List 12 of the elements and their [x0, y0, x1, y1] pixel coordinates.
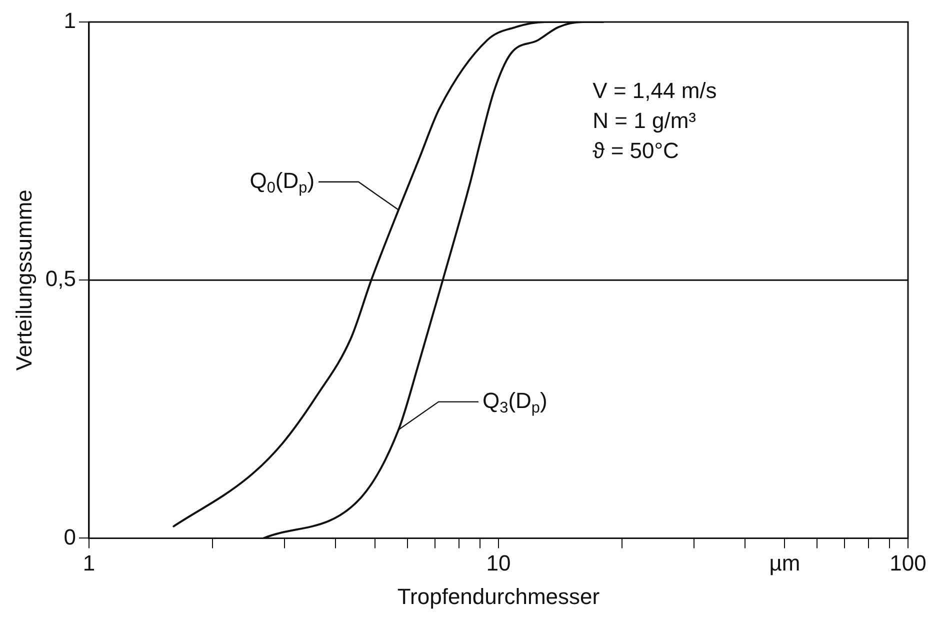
annotation: V = 1,44 m/s	[592, 78, 717, 104]
annotation: N = 1 g/m³	[592, 108, 696, 134]
y-tick-label: 0	[64, 524, 76, 550]
x-tick-label: 100	[890, 550, 926, 576]
x-tick-label: µm	[769, 550, 800, 576]
annotation: ϑ = 50°C	[592, 138, 680, 164]
x-tick-label: 10	[486, 550, 511, 576]
y-tick-label: 0,5	[45, 266, 76, 292]
x-axis-title: Tropfendurchmesser	[397, 584, 600, 609]
x-tick-label: 1	[82, 550, 96, 576]
y-axis-title: Verteilungssumme	[11, 190, 36, 371]
y-tick-label: 1	[64, 8, 76, 34]
